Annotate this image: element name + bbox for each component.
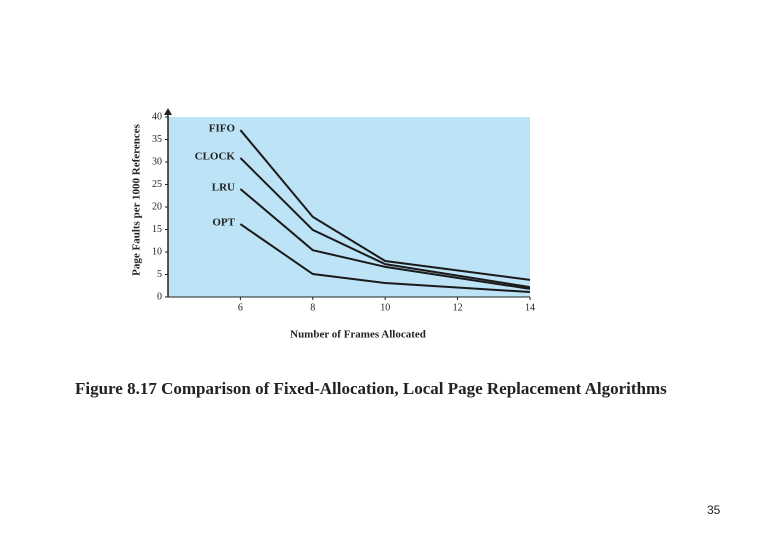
x-tick-label: 14	[525, 302, 535, 313]
y-tick-label: 10	[152, 246, 162, 257]
y-tick-label: 30	[152, 156, 162, 167]
y-tick-label: 35	[152, 134, 162, 145]
x-tick-label: 6	[238, 302, 243, 313]
series-label: OPT	[212, 217, 235, 229]
y-tick-label: 0	[157, 291, 162, 302]
series-label: FIFO	[209, 123, 236, 135]
x-tick-label: 10	[380, 302, 390, 313]
y-tick-label: 25	[152, 179, 162, 190]
x-axis-label: Number of Frames Allocated	[290, 329, 426, 341]
series-line	[239, 129, 531, 281]
y-axis-arrow	[164, 108, 172, 115]
x-tick-label: 12	[453, 302, 463, 313]
y-tick-label: 40	[152, 111, 162, 122]
caption: Figure 8.17 Comparison of Fixed-Allocati…	[75, 379, 667, 398]
y-tick-label: 15	[152, 224, 162, 235]
series-line	[239, 157, 531, 289]
y-tick-label: 20	[152, 201, 162, 212]
plot-area	[168, 117, 530, 297]
page-number: 35	[707, 503, 721, 517]
y-axis-label: Page Faults per 1000 References	[131, 123, 143, 275]
x-tick-label: 8	[310, 302, 315, 313]
y-tick-label: 5	[157, 269, 162, 280]
series-line	[239, 188, 531, 290]
series-label: LRU	[212, 182, 235, 194]
series-line	[239, 223, 531, 294]
series-label: CLOCK	[195, 150, 236, 162]
